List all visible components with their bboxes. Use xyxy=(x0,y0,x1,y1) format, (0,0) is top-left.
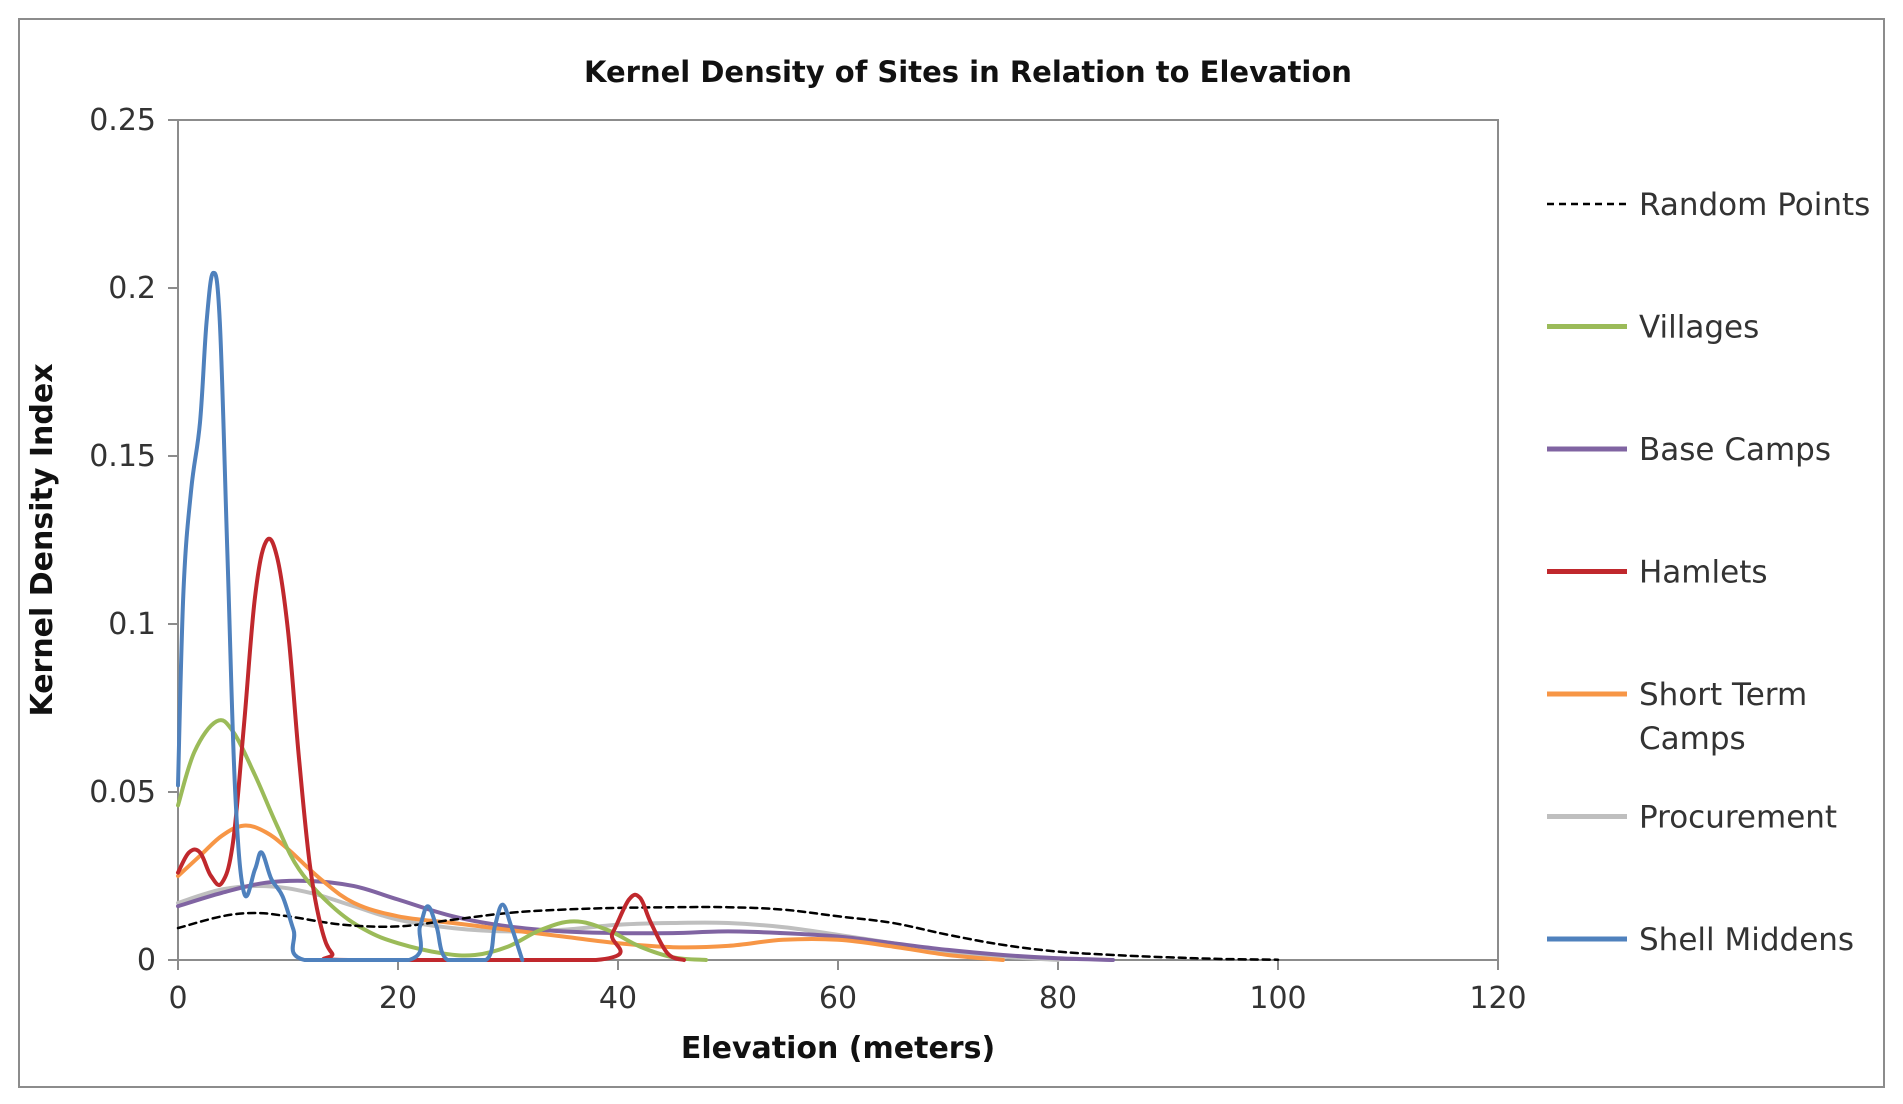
x-tick-label: 120 xyxy=(1469,981,1526,1016)
legend-label-hamlets: Hamlets xyxy=(1639,555,1768,591)
x-tick-label: 0 xyxy=(168,981,187,1016)
x-tick-label: 80 xyxy=(1039,981,1077,1016)
y-tick-label: 0.05 xyxy=(89,775,156,810)
x-tick-label: 40 xyxy=(599,981,637,1016)
chart-title: Kernel Density of Sites in Relation to E… xyxy=(584,55,1352,89)
legend-label-shell-middens: Shell Middens xyxy=(1639,922,1854,958)
y-tick-label: 0.15 xyxy=(89,439,156,474)
legend-label-random-points: Random Points xyxy=(1639,187,1870,223)
series-line-random-points xyxy=(176,905,1280,961)
series-line-shell-middens xyxy=(176,270,525,962)
legend-label-villages: Villages xyxy=(1639,310,1759,346)
x-axis: 0 20 40 60 80 100 120 xyxy=(168,960,1527,1016)
plot-area xyxy=(177,119,1499,961)
series-lines xyxy=(176,270,1280,962)
x-tick-label: 20 xyxy=(379,981,417,1016)
y-axis: 0 0.05 0.1 0.15 0.2 0.25 xyxy=(89,103,178,978)
series-line-short-term-camps xyxy=(176,823,1005,962)
y-axis-title: Kernel Density Index xyxy=(25,363,60,716)
x-tick-label: 60 xyxy=(819,981,857,1016)
legend-label-short-term-camps: Short Term Camps xyxy=(1639,677,1807,757)
legend-label-procurement: Procurement xyxy=(1639,800,1837,836)
legend-label-base-camps: Base Camps xyxy=(1639,432,1831,468)
x-tick-label: 100 xyxy=(1249,981,1306,1016)
kernel-density-chart: Kernel Density of Sites in Relation to E… xyxy=(25,55,1870,1066)
x-axis-title: Elevation (meters) xyxy=(681,1031,995,1066)
chart-frame: Kernel Density of Sites in Relation to E… xyxy=(18,18,1885,1088)
series-line-hamlets xyxy=(176,536,686,962)
y-tick-label: 0.1 xyxy=(108,607,156,642)
y-tick-label: 0 xyxy=(137,943,156,978)
y-tick-label: 0.25 xyxy=(89,103,156,138)
y-tick-label: 0.2 xyxy=(108,271,156,306)
legend: Random Points Villages Base Camps Hamlets Sh… xyxy=(1547,187,1870,958)
